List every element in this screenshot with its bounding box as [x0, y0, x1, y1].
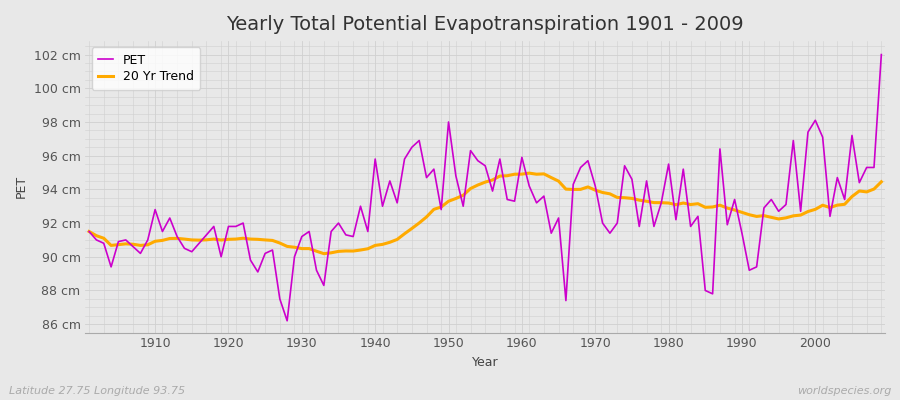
PET — [876, 52, 886, 57]
20 Yr Trend — [319, 251, 329, 256]
20 Yr Trend — [304, 246, 315, 251]
PET — [311, 268, 322, 273]
Line: PET: PET — [89, 54, 881, 321]
Y-axis label: PET: PET — [15, 175, 28, 198]
PET — [356, 204, 366, 209]
Legend: PET, 20 Yr Trend: PET, 20 Yr Trend — [92, 47, 200, 90]
Line: 20 Yr Trend: 20 Yr Trend — [89, 173, 881, 254]
20 Yr Trend — [876, 179, 886, 184]
20 Yr Trend — [142, 242, 153, 247]
20 Yr Trend — [517, 172, 527, 176]
PET — [84, 229, 94, 234]
PET — [612, 221, 623, 226]
PET — [142, 238, 153, 242]
Text: worldspecies.org: worldspecies.org — [796, 386, 891, 396]
Text: Latitude 27.75 Longitude 93.75: Latitude 27.75 Longitude 93.75 — [9, 386, 185, 396]
20 Yr Trend — [84, 229, 94, 234]
20 Yr Trend — [524, 171, 535, 176]
PET — [282, 318, 292, 323]
X-axis label: Year: Year — [472, 356, 499, 369]
20 Yr Trend — [531, 172, 542, 177]
PET — [517, 155, 527, 160]
20 Yr Trend — [356, 248, 366, 252]
20 Yr Trend — [619, 195, 630, 200]
PET — [524, 184, 535, 188]
Title: Yearly Total Potential Evapotranspiration 1901 - 2009: Yearly Total Potential Evapotranspiratio… — [227, 15, 744, 34]
